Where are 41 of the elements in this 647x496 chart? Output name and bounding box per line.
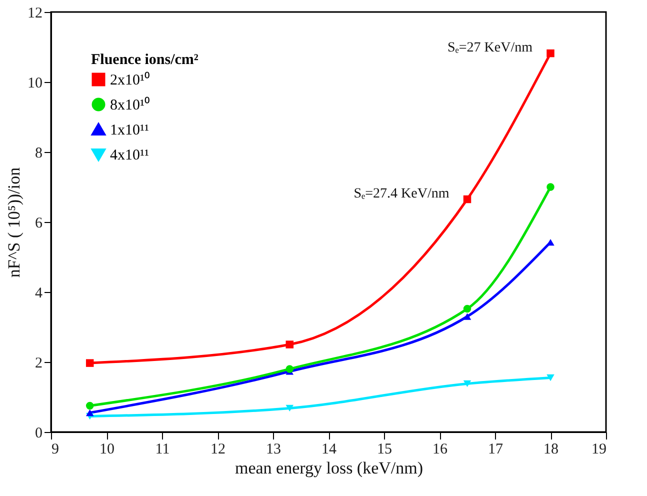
point (546, 374, 554, 382)
point (546, 183, 554, 191)
x-tick-label: 17 (488, 442, 504, 458)
y-axis-title: nF^S ( 10⁵))/ion (4, 166, 24, 278)
y-tick-label: 4 (35, 286, 43, 302)
point (286, 340, 294, 348)
y-tick-label: 0 (35, 426, 42, 442)
point (546, 238, 554, 246)
legend-label: 4x10¹¹ (110, 148, 149, 164)
point (286, 365, 294, 373)
x-tick-label: 11 (155, 442, 170, 458)
point (546, 49, 554, 58)
point (463, 195, 472, 204)
point (86, 359, 94, 367)
x-tick-label: 15 (377, 442, 392, 458)
y-tick-label: 8 (35, 146, 42, 162)
x-tick-label: 12 (210, 442, 226, 458)
y-tick-label: 10 (28, 76, 42, 92)
y-tick-label: 12 (28, 6, 42, 22)
annotation: Sₑ=27.4 KeV/nm (354, 186, 450, 202)
point (463, 304, 472, 313)
x-tick-label: 19 (592, 442, 606, 458)
legend-label: 1x10¹¹ (110, 122, 149, 138)
legend-label: 8x10¹⁰ (110, 96, 150, 114)
x-axis-title: mean energy loss (keV/nm) (234, 458, 424, 478)
point (86, 409, 94, 416)
annotation: Sₑ=27 KeV/nm (448, 40, 533, 56)
x-tick-label: 9 (52, 442, 59, 458)
x-tick-label: 13 (266, 442, 281, 458)
point (463, 313, 472, 320)
legend-title: Fluence ions/cm² (91, 52, 199, 68)
y-tick-label: 6 (35, 216, 43, 232)
point (86, 402, 94, 410)
x-tick-label: 16 (432, 442, 448, 458)
legend-label: 2x10¹⁰ (110, 72, 150, 88)
x-tick-label: 10 (100, 442, 114, 458)
x-tick-label: 18 (544, 442, 558, 458)
x-tick-label: 14 (322, 442, 337, 458)
point (286, 404, 294, 412)
point (463, 380, 472, 388)
y-tick-label: 2 (35, 356, 42, 372)
